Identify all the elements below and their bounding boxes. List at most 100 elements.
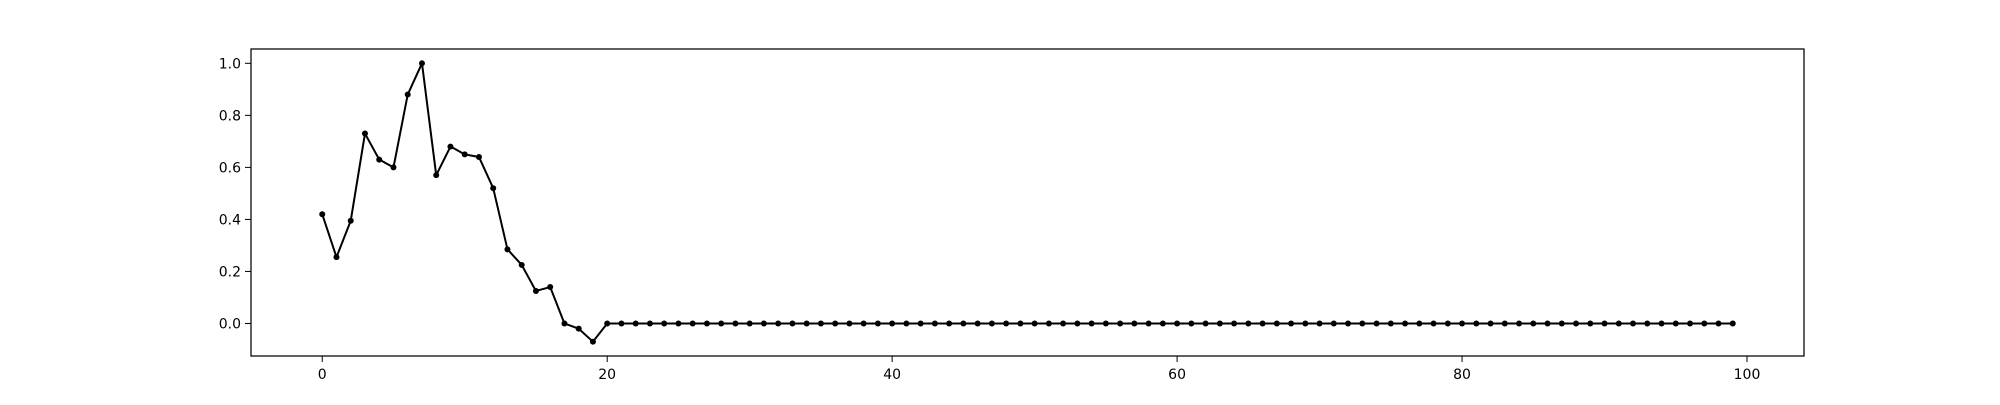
data-point <box>1573 320 1580 327</box>
data-point <box>1202 320 1209 327</box>
data-point <box>1259 320 1266 327</box>
data-point <box>917 320 924 327</box>
data-point <box>789 320 796 327</box>
data-point <box>803 320 810 327</box>
data-point <box>361 130 368 137</box>
y-tick-label: 1.0 <box>219 56 241 72</box>
data-point <box>1345 320 1352 327</box>
data-point <box>775 320 782 327</box>
axes-frame <box>250 48 1805 357</box>
data-point <box>1672 320 1679 327</box>
data-point <box>974 320 981 327</box>
data-point <box>1288 320 1295 327</box>
data-point <box>1330 320 1337 327</box>
data-point <box>1501 320 1508 327</box>
x-tick-label: 40 <box>883 367 901 383</box>
data-point <box>988 320 995 327</box>
data-point <box>1145 320 1152 327</box>
data-point <box>1558 320 1565 327</box>
data-point <box>817 320 824 327</box>
data-point <box>1687 320 1694 327</box>
data-point <box>418 60 425 67</box>
data-point <box>1003 320 1010 327</box>
data-point <box>575 325 582 332</box>
data-point <box>1416 320 1423 327</box>
data-point <box>1729 320 1736 327</box>
data-point <box>1715 320 1722 327</box>
y-tick-label: 0.6 <box>219 160 241 176</box>
data-point <box>333 254 340 261</box>
data-point <box>1045 320 1052 327</box>
data-point <box>1587 320 1594 327</box>
data-point <box>703 320 710 327</box>
data-point <box>1031 320 1038 327</box>
data-point <box>675 320 682 327</box>
data-point <box>532 287 539 294</box>
data-point <box>1387 320 1394 327</box>
data-point <box>931 320 938 327</box>
data-point <box>604 320 611 327</box>
y-tick-label: 0.8 <box>219 108 241 124</box>
data-point <box>632 320 639 327</box>
data-point <box>760 320 767 327</box>
data-point <box>1231 320 1238 327</box>
data-point <box>1487 320 1494 327</box>
data-point <box>433 172 440 179</box>
data-point <box>1658 320 1665 327</box>
data-point <box>832 320 839 327</box>
data-point <box>903 320 910 327</box>
data-point <box>860 320 867 327</box>
data-point <box>746 320 753 327</box>
x-tick-label: 80 <box>1453 367 1471 383</box>
data-point <box>960 320 967 327</box>
data-point <box>1530 320 1537 327</box>
x-axis: 0 20 40 60 80 100 <box>318 356 1761 383</box>
data-point <box>319 211 326 218</box>
data-point <box>889 320 896 327</box>
data-point <box>1216 320 1223 327</box>
data-point <box>490 185 497 192</box>
x-tick-label: 20 <box>598 367 616 383</box>
data-point <box>475 153 482 160</box>
data-point <box>1701 320 1708 327</box>
data-point <box>1302 320 1309 327</box>
data-point <box>1131 320 1138 327</box>
x-tick-label: 60 <box>1168 367 1186 383</box>
data-point <box>689 320 696 327</box>
data-point <box>732 320 739 327</box>
data-point <box>1174 320 1181 327</box>
data-point <box>461 151 468 158</box>
data-point <box>1601 320 1608 327</box>
data-point <box>1516 320 1523 327</box>
data-point <box>618 320 625 327</box>
data-point <box>661 320 668 327</box>
data-point <box>1459 320 1466 327</box>
data-point <box>946 320 953 327</box>
data-point <box>846 320 853 327</box>
data-point <box>589 338 596 345</box>
data-point <box>1373 320 1380 327</box>
data-point <box>1273 320 1280 327</box>
y-tick-label: 0.0 <box>219 316 241 332</box>
x-tick-label: 100 <box>1734 367 1761 383</box>
data-point <box>874 320 881 327</box>
data-point <box>347 217 354 224</box>
data-point <box>376 156 383 163</box>
data-point <box>1630 320 1637 327</box>
plot-area <box>319 60 1736 345</box>
y-tick-label: 0.2 <box>219 264 241 280</box>
y-tick-label: 0.4 <box>219 212 241 228</box>
data-point <box>1402 320 1409 327</box>
data-point <box>646 320 653 327</box>
series-line <box>321 62 1733 343</box>
data-point <box>547 284 554 291</box>
data-point <box>1644 320 1651 327</box>
y-axis: 0.0 0.2 0.4 0.6 0.8 1.0 <box>219 56 251 332</box>
data-point <box>1444 320 1451 327</box>
data-point <box>1188 320 1195 327</box>
data-point <box>404 91 411 98</box>
data-point <box>1159 320 1166 327</box>
data-point <box>1245 320 1252 327</box>
data-point <box>1473 320 1480 327</box>
